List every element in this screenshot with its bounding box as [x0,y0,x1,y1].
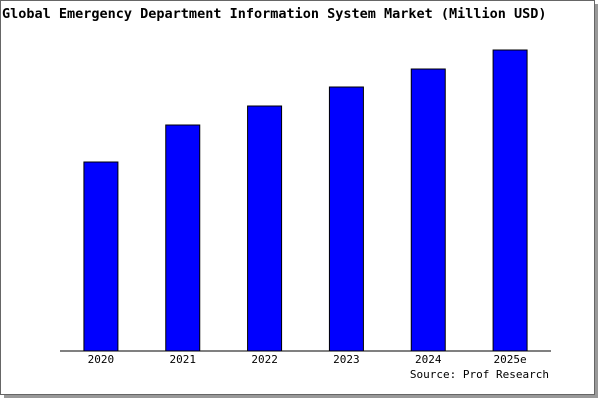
bar [328,86,364,352]
bar [410,68,446,352]
x-tick-label: 2024 [415,353,442,366]
bar [492,49,528,352]
x-tick-label: 2020 [88,353,115,366]
x-tick-label: 2022 [251,353,278,366]
bar [247,105,283,352]
bar [165,124,201,352]
bar [83,161,119,352]
source-note: Source: Prof Research [410,368,549,381]
x-tick-label: 2025e [494,353,527,366]
x-tick-label: 2021 [170,353,197,366]
x-tick-label: 2023 [333,353,360,366]
chart-title: Global Emergency Department Information … [2,6,547,22]
